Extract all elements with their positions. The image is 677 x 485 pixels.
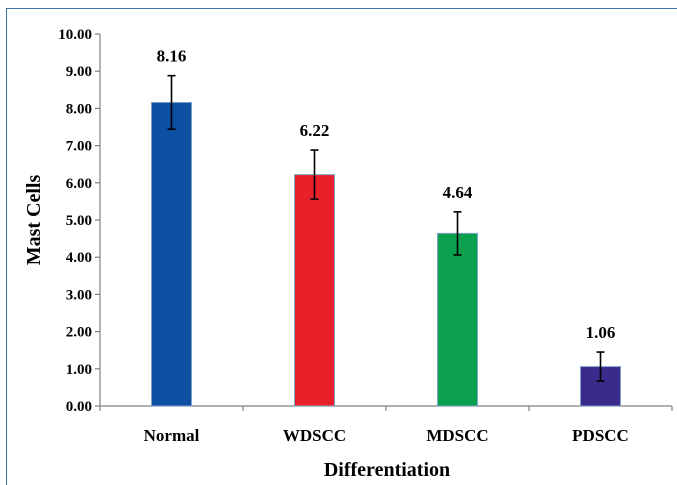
y-tick-label: 3.00 [66, 287, 92, 303]
bar [294, 174, 335, 407]
y-tick-label: 8.00 [66, 101, 92, 117]
x-axis: Normal WDSCC MDSCC PDSCC [99, 405, 673, 445]
x-tick-label: MDSCC [426, 426, 488, 445]
x-tick-label: Normal [144, 426, 200, 445]
data-label: 1.06 [586, 323, 616, 342]
y-axis: 0.00 1.00 2.00 3.00 4.00 5.00 6.00 7.00 8.00 9.00… [58, 27, 101, 415]
y-tick-label: 2.00 [66, 325, 92, 341]
y-tick-label: 1.00 [66, 362, 92, 378]
data-labels: 8.16 6.22 4.64 1.06 [157, 47, 616, 342]
x-tick-label: PDSCC [572, 426, 629, 445]
y-tick-label: 7.00 [66, 139, 92, 155]
y-tick-label: 10.00 [58, 27, 92, 43]
y-tick-label: 0.00 [66, 399, 92, 415]
data-label: 8.16 [157, 47, 187, 66]
y-tick-label: 9.00 [66, 64, 92, 80]
bar [437, 232, 478, 407]
y-tick-label: 4.00 [66, 250, 92, 266]
error-bars [167, 74, 605, 382]
y-tick-label: 6.00 [66, 176, 92, 192]
x-axis-title: Differentiation [324, 459, 450, 481]
bar [151, 101, 192, 407]
y-tick-label: 5.00 [66, 213, 92, 229]
data-label: 4.64 [443, 183, 473, 202]
bars [151, 101, 621, 407]
data-label: 6.22 [300, 121, 330, 140]
y-axis-title: Mast Cells [23, 175, 45, 266]
x-tick-label: WDSCC [283, 426, 346, 445]
